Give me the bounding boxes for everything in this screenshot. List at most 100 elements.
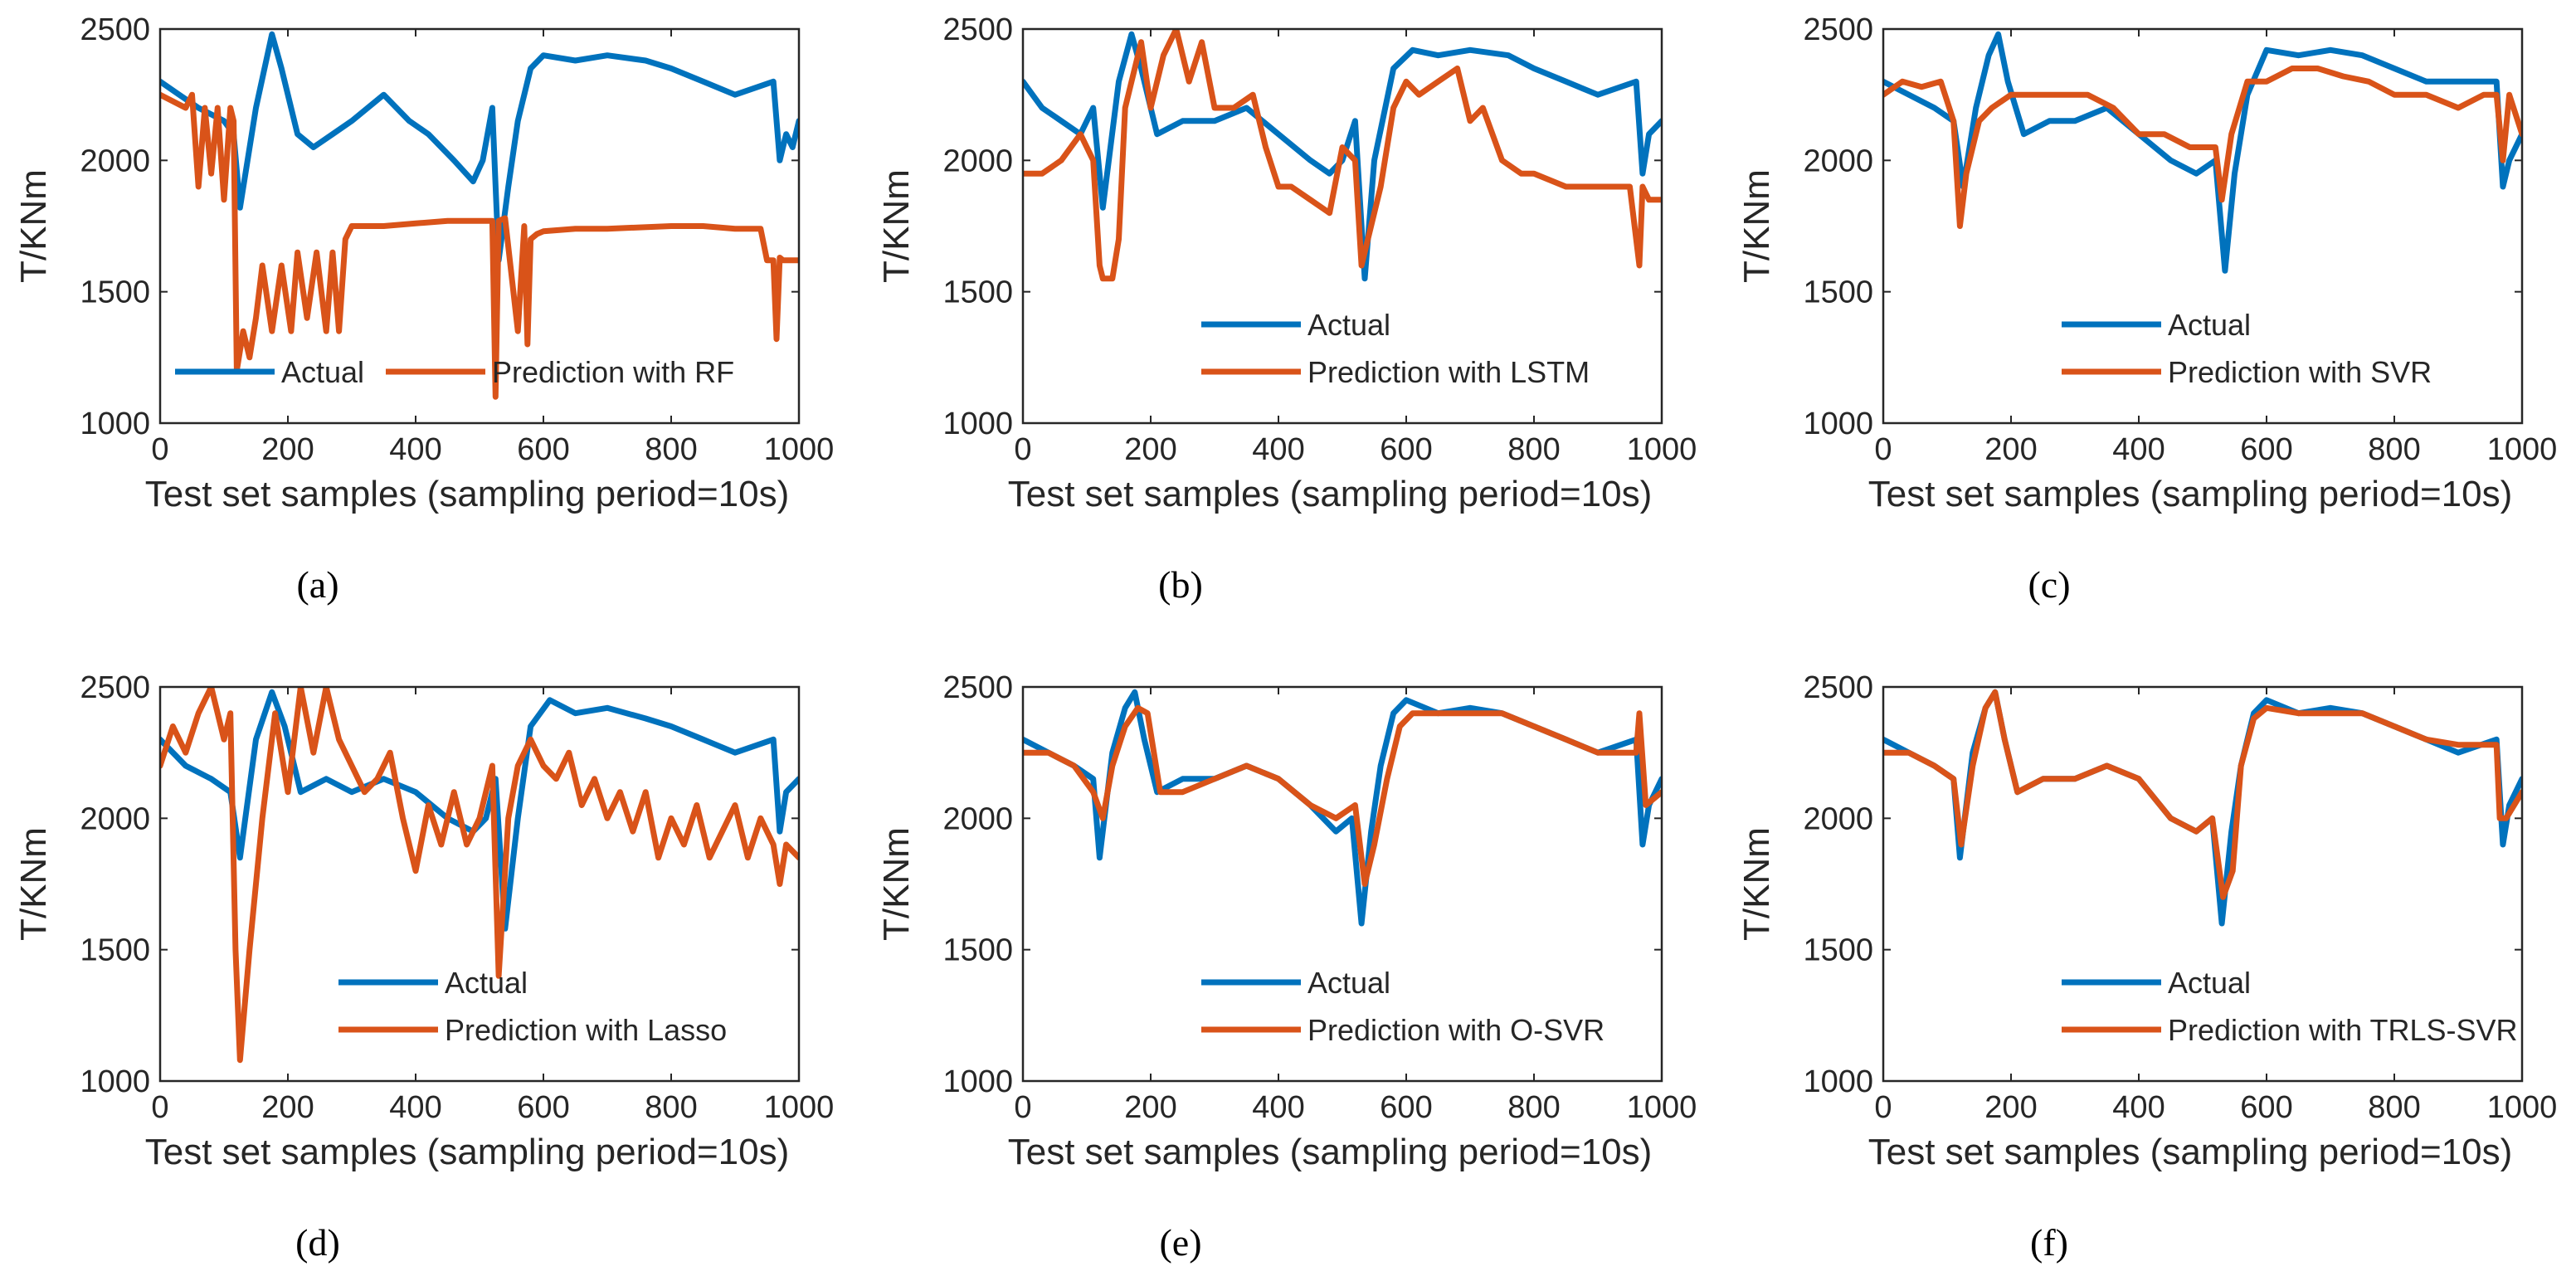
y-axis-label: T/KNm [13, 827, 54, 941]
x-axis-label: Test set samples (sampling period=10s) [1008, 1132, 1652, 1172]
x-tick-label: 800 [645, 432, 697, 467]
x-tick-label: 200 [1124, 432, 1176, 467]
x-tick-label: 0 [1014, 1090, 1031, 1125]
x-tick-label: 0 [1874, 1090, 1892, 1125]
subfigure-label: (a) [296, 563, 338, 606]
y-axis-label: T/KNm [876, 827, 917, 941]
legend-prediction: Prediction with SVR [2168, 355, 2432, 389]
y-tick-label: 1500 [1803, 275, 1873, 310]
x-tick-label: 0 [151, 1090, 168, 1125]
axes-frame [1021, 685, 1663, 1083]
x-axis-label: Test set samples (sampling period=10s) [1868, 474, 2512, 514]
x-tick-label: 600 [517, 432, 569, 467]
y-tick-label: 2500 [942, 670, 1013, 705]
legend-actual: Actual [2168, 966, 2251, 1000]
x-tick-label: 200 [1984, 1090, 2037, 1125]
y-tick-label: 1000 [80, 1064, 150, 1099]
y-tick-label: 2500 [942, 12, 1013, 47]
axes-frame [1882, 685, 2524, 1083]
subfigure-label: (c) [2028, 563, 2070, 606]
x-tick-label: 600 [1380, 1090, 1432, 1125]
prediction-series-line [160, 687, 799, 1064]
y-axis-label: T/KNm [1736, 169, 1777, 283]
y-tick-label: 1500 [1803, 933, 1873, 968]
prediction-series-line [1883, 689, 2522, 900]
y-tick-label: 2000 [80, 801, 150, 836]
x-tick-label: 1000 [764, 1090, 835, 1125]
x-tick-label: 600 [2240, 1090, 2292, 1125]
y-tick-label: 2000 [942, 144, 1013, 178]
x-axis-label: Test set samples (sampling period=10s) [1008, 474, 1652, 514]
x-tick-label: 0 [151, 432, 168, 467]
legend-prediction: Prediction with LSTM [1307, 355, 1590, 389]
subfigure-label: (d) [295, 1221, 340, 1264]
x-tick-label: 400 [2112, 432, 2165, 467]
axes-frame [158, 27, 801, 425]
subfigure-label: (f) [2030, 1221, 2068, 1264]
x-tick-label: 800 [2368, 432, 2420, 467]
x-tick-label: 600 [2240, 432, 2292, 467]
x-tick-label: 400 [389, 432, 441, 467]
x-tick-label: 200 [1984, 432, 2037, 467]
x-tick-label: 1000 [2487, 1090, 2558, 1125]
panel-c: 0 200 400 600 800 1000 1000 1500 2000 2500 Test se… [1736, 12, 2557, 606]
y-tick-label: 2000 [1803, 144, 1873, 178]
x-axis-label: Test set samples (sampling period=10s) [145, 474, 789, 514]
x-tick-label: 800 [2368, 1090, 2420, 1125]
legend-prediction: Prediction with O-SVR [1307, 1013, 1605, 1047]
legend-actual: Actual [445, 966, 528, 1000]
legend-actual: Actual [1307, 308, 1390, 342]
x-tick-label: 0 [1874, 432, 1892, 467]
y-tick-label: 1000 [1803, 1064, 1873, 1099]
actual-series-line [1023, 689, 1662, 927]
x-tick-label: 1000 [764, 432, 835, 467]
panel-f: 0 200 400 600 800 1000 1000 1500 2000 2500 Test se… [1736, 670, 2557, 1264]
x-tick-label: 800 [645, 1090, 697, 1125]
x-tick-label: 1000 [1627, 1090, 1697, 1125]
axes-frame [158, 685, 801, 1083]
y-tick-label: 1500 [80, 275, 150, 310]
y-tick-label: 2500 [80, 670, 150, 705]
panel-e: 0 200 400 600 800 1000 1000 1500 2000 2500 Test se… [876, 670, 1697, 1264]
prediction-series-line [1023, 704, 1662, 887]
x-tick-label: 200 [261, 1090, 314, 1125]
panel-d: 0 200 400 600 800 1000 1000 1500 2000 2500 Test se… [13, 670, 834, 1264]
y-tick-label: 2500 [1803, 670, 1873, 705]
x-tick-label: 400 [2112, 1090, 2165, 1125]
y-axis-label: T/KNm [876, 169, 917, 283]
actual-series-line [1883, 31, 2522, 274]
y-tick-label: 2000 [1803, 801, 1873, 836]
x-tick-label: 200 [261, 432, 314, 467]
y-axis-label: T/KNm [1736, 827, 1777, 941]
x-axis-label: Test set samples (sampling period=10s) [145, 1132, 789, 1172]
legend-prediction: Prediction with Lasso [445, 1013, 727, 1047]
y-tick-label: 2000 [942, 801, 1013, 836]
x-tick-label: 1000 [2487, 432, 2558, 467]
y-tick-label: 1500 [80, 933, 150, 968]
subfigure-label: (b) [1158, 563, 1203, 606]
x-tick-label: 1000 [1627, 432, 1697, 467]
y-tick-label: 1500 [942, 933, 1013, 968]
x-tick-label: 600 [517, 1090, 569, 1125]
axes-frame [1021, 27, 1663, 425]
subfigure-label: (e) [1159, 1221, 1201, 1264]
prediction-series-line [160, 91, 799, 400]
y-axis-label: T/KNm [13, 169, 54, 283]
x-axis-label: Test set samples (sampling period=10s) [1868, 1132, 2512, 1172]
y-tick-label: 1500 [942, 275, 1013, 310]
legend-prediction: Prediction with TRLS-SVR [2168, 1013, 2518, 1047]
x-tick-label: 400 [1252, 432, 1304, 467]
x-tick-label: 400 [389, 1090, 441, 1125]
x-tick-label: 200 [1124, 1090, 1176, 1125]
legend-prediction: Prediction with RF [492, 355, 734, 389]
panel-a: 0 200 400 600 800 1000 1000 1500 2000 2500 Test se… [13, 12, 834, 606]
x-tick-label: 0 [1014, 432, 1031, 467]
actual-series-line [160, 31, 799, 264]
y-tick-label: 2000 [80, 144, 150, 178]
prediction-series-line [1023, 29, 1662, 282]
y-tick-label: 2500 [1803, 12, 1873, 47]
x-tick-label: 600 [1380, 432, 1432, 467]
panel-b: 0 200 400 600 800 1000 1000 1500 2000 2500 Test se… [876, 12, 1697, 606]
axes-frame [1882, 27, 2524, 425]
